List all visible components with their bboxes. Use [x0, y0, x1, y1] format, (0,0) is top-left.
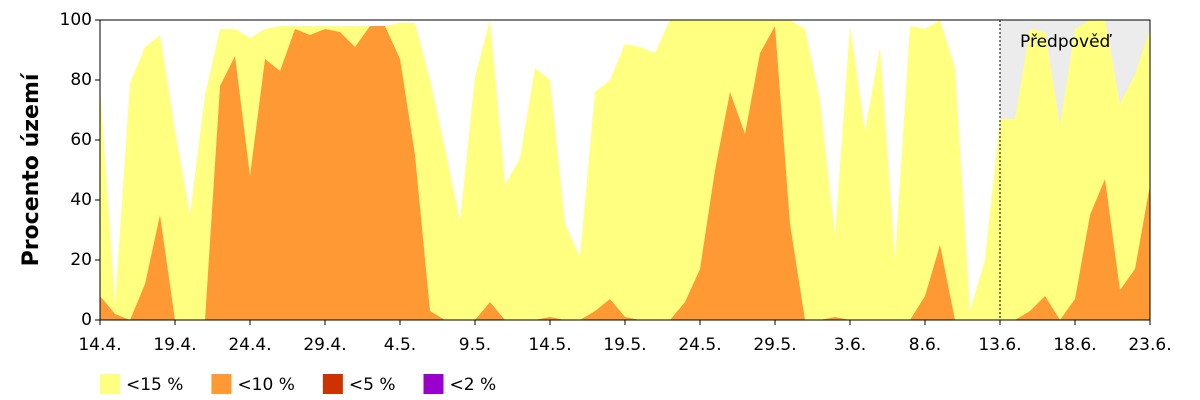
x-tick-label: 29.4.	[303, 335, 346, 355]
legend-swatch	[100, 374, 120, 394]
y-tick-label: 0	[81, 310, 92, 330]
y-tick-label: 60	[70, 130, 92, 150]
x-tick-label: 23.6.	[1128, 335, 1171, 355]
x-tick-label: 8.6.	[909, 335, 941, 355]
annotation: Předpověď	[1020, 32, 1113, 52]
x-tick-label: 9.5.	[459, 335, 491, 355]
y-axis-title: Procento území	[19, 72, 44, 266]
x-tick-label: 24.4.	[228, 335, 271, 355]
y-tick-label: 80	[70, 70, 92, 90]
x-tick-label: 29.5.	[753, 335, 796, 355]
legend-swatch	[423, 374, 444, 394]
y-tick-label: 20	[70, 250, 92, 270]
x-tick-label: 24.5.	[678, 335, 721, 355]
y-tick-label: 40	[70, 190, 92, 210]
legend-label: <10 %	[237, 375, 294, 395]
x-tick-label: 19.4.	[153, 335, 196, 355]
x-tick-label: 13.6.	[978, 335, 1021, 355]
x-tick-label: 14.4.	[78, 335, 121, 355]
legend-swatch	[211, 374, 232, 394]
x-tick-label: 3.6.	[834, 335, 866, 355]
x-tick-label: 14.5.	[528, 335, 571, 355]
x-tick-label: 18.6.	[1053, 335, 1096, 355]
area	[100, 26, 1150, 320]
legend-swatch	[322, 374, 343, 394]
legend-label: <5 %	[349, 375, 396, 395]
x-tick-label: 4.5.	[384, 335, 416, 355]
y-tick-label: 100	[60, 10, 92, 30]
legend-label: <15 %	[126, 375, 183, 395]
x-tick-label: 19.5.	[603, 335, 646, 355]
legend-label: <2 %	[450, 375, 497, 395]
